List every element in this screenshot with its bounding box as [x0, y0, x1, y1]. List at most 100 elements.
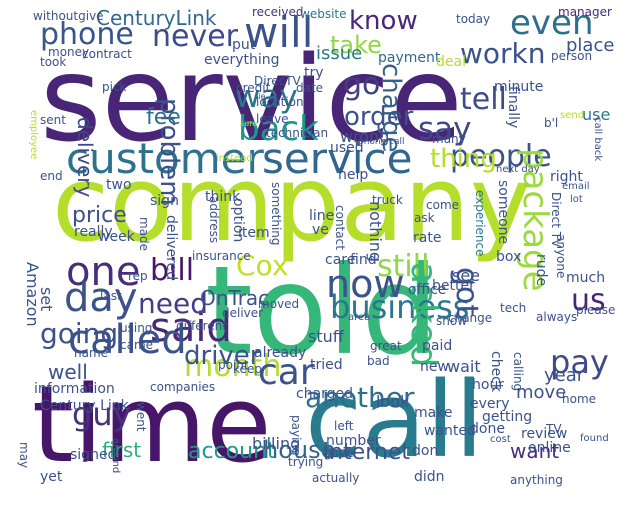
word: bill: [150, 253, 195, 288]
word: found: [580, 433, 609, 444]
word: many: [432, 132, 466, 146]
word: please: [576, 303, 616, 317]
word: today: [456, 12, 491, 26]
word: people: [450, 139, 552, 174]
word: will: [244, 8, 314, 57]
word: two: [106, 177, 132, 193]
word: credit: [236, 81, 271, 95]
word: location: [256, 95, 304, 109]
word: care: [325, 252, 356, 268]
word: called: [68, 317, 187, 363]
word: set: [37, 287, 56, 312]
word: never: [152, 19, 239, 54]
word: right: [550, 169, 583, 185]
word: see: [452, 266, 481, 285]
word: price: [72, 203, 127, 228]
word: way: [235, 79, 298, 115]
word: tried: [310, 357, 343, 373]
word: truck: [372, 193, 403, 207]
word: find: [350, 252, 377, 268]
word: signed: [70, 447, 117, 463]
word: instead: [216, 153, 253, 164]
word: stuff: [308, 327, 344, 346]
word: CenturyLink: [96, 6, 217, 30]
word: information: [34, 381, 115, 397]
word: lie: [256, 92, 266, 101]
word: someone: [495, 180, 511, 245]
word: now: [326, 262, 405, 306]
word: left: [334, 419, 354, 433]
word: try: [304, 65, 324, 81]
word: day: [64, 275, 138, 321]
word: around: [110, 438, 121, 474]
word: ve: [312, 222, 329, 238]
word: use: [582, 105, 611, 124]
word: week: [98, 229, 135, 245]
word: bad: [367, 354, 390, 368]
word: place: [566, 35, 615, 56]
word: companies: [150, 380, 216, 394]
word: us: [571, 283, 606, 318]
word: box: [496, 249, 522, 265]
word: help: [338, 167, 369, 183]
word: point: [218, 358, 249, 372]
word: Direct TV: [549, 192, 563, 248]
word: month: [184, 349, 282, 384]
word: tell: [460, 82, 507, 117]
word: home: [562, 392, 597, 406]
word: deliver: [222, 306, 264, 320]
word: technician: [266, 126, 329, 140]
word: gave: [324, 446, 354, 460]
word: say: [418, 111, 472, 147]
word: want: [510, 439, 560, 463]
word: b'l: [544, 116, 559, 130]
word: went: [134, 402, 148, 432]
word: took: [40, 55, 67, 69]
word: leave: [256, 112, 289, 126]
word: well: [48, 360, 88, 384]
word: workn: [460, 37, 546, 70]
word: done: [470, 421, 505, 437]
word: getting: [482, 409, 533, 425]
word: take: [330, 31, 382, 59]
word: finally: [505, 86, 521, 129]
word: made: [137, 217, 151, 252]
word: deal: [436, 54, 466, 70]
word: driver: [184, 341, 261, 371]
word: review: [521, 426, 568, 442]
word: contract: [82, 47, 132, 61]
word: really: [74, 224, 113, 240]
word: next day: [496, 164, 540, 175]
word: don: [412, 443, 439, 459]
word: name: [74, 346, 109, 360]
word: car: [258, 352, 315, 393]
word: person: [551, 49, 593, 63]
word: call back: [592, 117, 603, 162]
word: withoutgive: [33, 9, 104, 23]
word: number: [326, 433, 381, 449]
word: end: [40, 169, 63, 183]
word: fee: [146, 105, 181, 130]
word: used: [330, 140, 364, 156]
word: line: [309, 208, 335, 224]
word: phone: [40, 17, 134, 52]
word: using: [120, 321, 153, 335]
word: trying: [288, 455, 324, 469]
word: come: [426, 198, 460, 212]
word: pay: [550, 343, 609, 381]
word: put: [232, 37, 256, 53]
word: something: [269, 182, 283, 246]
word: experience: [473, 190, 487, 257]
word: always: [536, 310, 578, 324]
word: actually: [312, 471, 360, 485]
word: hour: [472, 377, 505, 393]
word: item: [238, 225, 270, 241]
word: even: [510, 3, 594, 43]
word: look: [376, 392, 410, 411]
word: account: [188, 439, 276, 464]
word: DirecTV: [254, 74, 301, 88]
word: issue: [316, 43, 363, 64]
word: yet: [40, 469, 63, 485]
word: business: [330, 288, 470, 326]
word: better: [432, 278, 475, 294]
